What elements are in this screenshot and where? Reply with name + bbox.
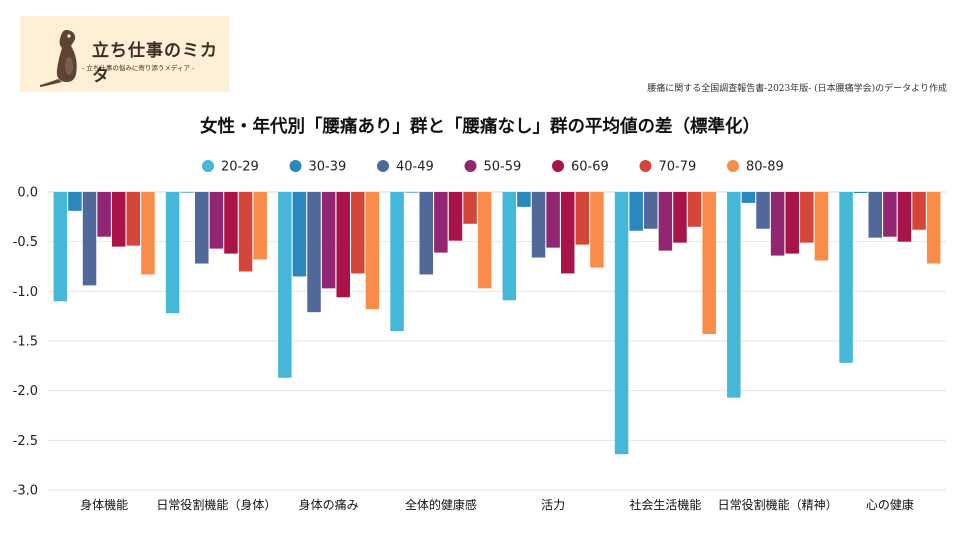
bar-70-79-4 [575,192,590,245]
category-label: 日常役割機能（精神） [718,497,838,512]
bar-70-79-7 [912,192,926,230]
meerkat-icon [40,30,77,87]
bar-40-49-6 [756,192,770,229]
bar-50-59-3 [434,192,448,253]
bar-40-49-1 [195,192,209,264]
bar-50-59-6 [770,192,785,256]
category-label: 身体の痛み [299,497,359,512]
bar-20-29-5 [614,192,629,455]
legend-marker [464,160,477,172]
bar-70-79-6 [800,192,814,243]
bar-20-29-3 [390,192,404,332]
bar-60-69-7 [897,192,912,242]
bar-60-69-2 [336,192,350,298]
legend-label: 40-49 [396,160,434,175]
bar-40-49-3 [419,192,434,275]
bar-20-29-4 [502,192,517,301]
logo-title: 立ち仕事のミカタ [92,41,218,86]
bar-50-59-1 [209,192,224,249]
bar-70-79-3 [463,192,477,224]
bar-40-49-5 [644,192,658,229]
bar-30-39-5 [629,192,643,231]
bar-20-29-1 [165,192,180,314]
y-tick-label: -1.5 [13,335,38,350]
bar-50-59-2 [321,192,336,289]
legend: 20-29 30-39 40-49 50-59 60-69 70-79 80-89 [202,160,784,175]
logo-subtitle: - 立ち仕事の悩みに寄り添うメディア - [82,64,195,72]
legend-label: 60-69 [571,160,609,175]
bar-70-79-5 [687,192,702,227]
bar-50-59-4 [546,192,560,248]
logo-banner: 立ち仕事のミカタ - 立ち仕事の悩みに寄り添うメディア - [20,16,229,92]
bar-60-69-6 [785,192,799,254]
bar-20-29-2 [278,192,292,378]
legend-label: 20-29 [221,160,259,175]
bar-40-49-0 [82,192,97,286]
bar-60-69-4 [560,192,575,274]
bar-30-39-2 [292,192,307,277]
bar-80-89-4 [590,192,604,268]
bar-80-89-2 [365,192,380,310]
category-label: 社会生活機能 [629,497,701,512]
legend-marker [727,160,739,172]
category-label: 身体機能 [80,497,128,512]
bar-70-79-0 [126,192,141,246]
bar-40-49-7 [868,192,883,238]
bar-80-89-1 [253,192,267,260]
bar-20-29-7 [839,192,853,363]
x-axis: 身体機能 日常役割機能（身体） 身体の痛み 全体的健康感 活力 社会生活機能 日常役割機能（… [80,497,914,512]
legend-marker [639,160,652,172]
source-note: 腰痛に関する全国調査報告書-2023年版- (日本腰痛学会)のデータより作成 [647,84,947,94]
category-label: 心の健康 [866,497,914,512]
bar-60-69-0 [111,192,126,247]
bar-60-69-3 [448,192,463,241]
bar-60-69-5 [673,192,687,243]
category-label: 全体的健康感 [405,497,477,512]
bars [53,192,941,455]
bar-70-79-1 [238,192,253,272]
bar-30-39-1 [180,192,194,193]
bar-30-39-6 [741,192,756,203]
bar-80-89-5 [702,192,716,335]
bar-80-89-0 [141,192,155,275]
bar-20-29-6 [727,192,741,398]
bar-20-29-0 [53,192,68,302]
y-tick-label: 0.0 [17,186,38,201]
legend-marker [377,160,389,172]
legend-label: 50-59 [484,160,522,175]
y-tick-label: -3.0 [13,484,38,499]
legend-marker [552,160,564,172]
bar-30-39-0 [68,192,82,211]
bar-80-89-6 [814,192,829,261]
bar-30-39-3 [404,192,419,193]
legend-marker [289,160,302,172]
bar-70-79-2 [351,192,365,274]
legend-label: 70-79 [659,160,697,175]
y-axis: 0.0 -0.5 -1.0 -1.5 -2.0 -2.5 -3.0 [13,186,38,499]
bar-30-39-7 [853,192,868,193]
bar-50-59-0 [97,192,111,237]
bar-40-49-4 [531,192,546,258]
legend-label: 30-39 [309,160,347,175]
y-tick-label: -2.5 [13,434,38,449]
bar-40-49-2 [307,192,321,313]
y-tick-label: -0.5 [13,235,38,250]
y-tick-label: -1.0 [13,285,38,300]
legend-marker [202,160,214,172]
category-label: 活力 [541,498,565,512]
legend-label: 80-89 [746,160,784,175]
category-label: 日常役割機能（身体） [156,497,276,512]
y-tick-label: -2.0 [13,384,38,399]
chart-title: 女性・年代別「腰痛あり」群と「腰痛なし」群の平均値の差（標準化） [200,117,760,137]
bar-80-89-7 [926,192,941,264]
bar-50-59-5 [658,192,673,251]
bar-80-89-3 [477,192,492,289]
bar-30-39-4 [517,192,531,207]
bar-60-69-1 [224,192,238,254]
bar-50-59-7 [883,192,897,237]
